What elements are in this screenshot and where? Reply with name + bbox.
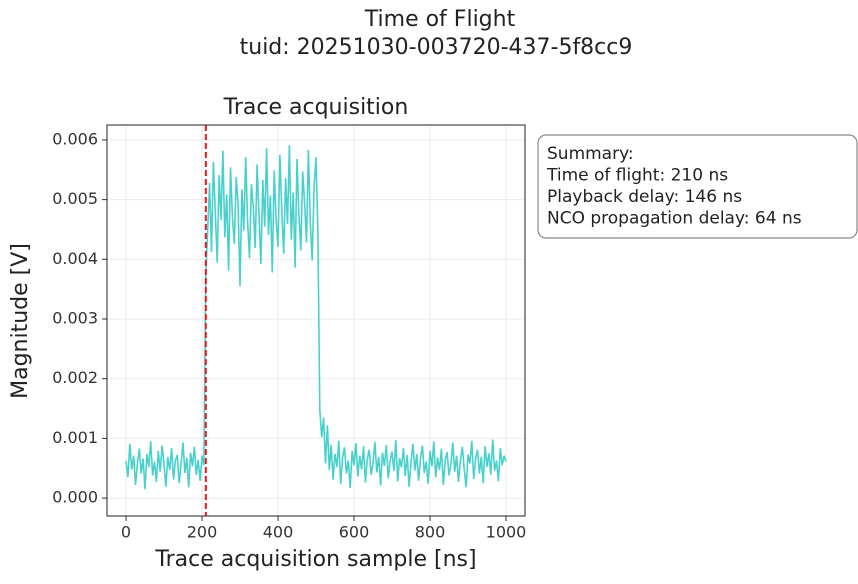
- trace-line: [125, 145, 507, 490]
- x-tick-label: 400: [263, 523, 294, 542]
- y-tick-label: 0.003: [52, 309, 98, 328]
- plot-frame: [106, 124, 526, 517]
- y-tick-label: 0.001: [52, 428, 98, 447]
- x-tick-label: 200: [187, 523, 218, 542]
- annotation-line: Playback delay: 146 ns: [547, 187, 742, 207]
- y-tick-label: 0.004: [52, 249, 98, 268]
- x-axis-label: Trace acquisition sample [ns]: [154, 547, 476, 572]
- y-axis-label: Magnitude [V]: [8, 243, 33, 399]
- x-tick-label: 600: [339, 523, 370, 542]
- y-tick-label: 0.000: [52, 488, 98, 507]
- y-tick-label: 0.005: [52, 189, 98, 208]
- x-tick-label: 1000: [486, 523, 527, 542]
- chart-title: Time of Flight: [364, 7, 516, 32]
- annotation-line: Time of flight: 210 ns: [546, 166, 728, 186]
- annotation-box: [537, 134, 858, 239]
- annotation-line: Summary:: [547, 144, 634, 164]
- axes-title: Trace acquisition: [223, 95, 409, 120]
- x-tick-label: 800: [415, 523, 446, 542]
- x-tick-label: 0: [121, 523, 131, 542]
- chart-subtitle: tuid: 20251030-003720-437-5f8cc9: [240, 35, 633, 60]
- y-tick-label: 0.006: [52, 129, 98, 148]
- y-tick-label: 0.002: [52, 368, 98, 387]
- annotation-line: NCO propagation delay: 64 ns: [547, 209, 802, 229]
